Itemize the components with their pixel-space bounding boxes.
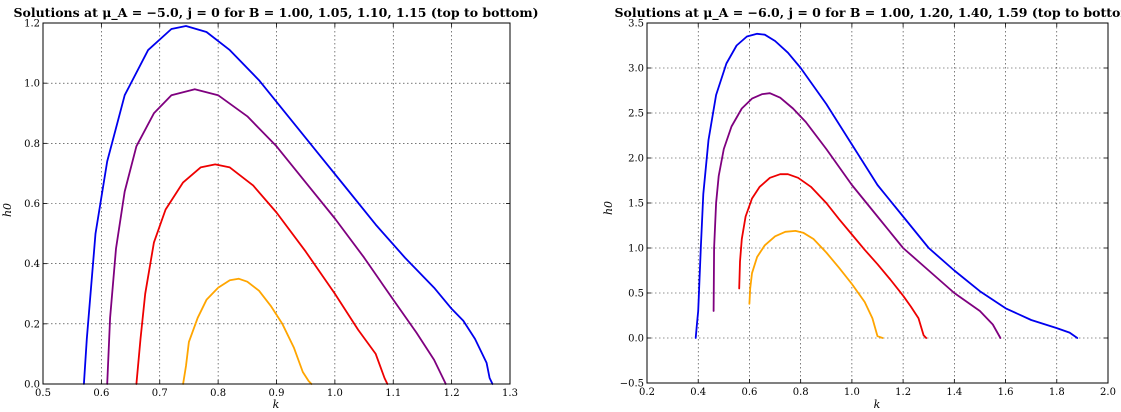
right-chart-xtick-label: 1.2 bbox=[895, 387, 911, 398]
right-chart-ylabel: h0 bbox=[602, 201, 615, 215]
right-chart-ytick-label: 1.0 bbox=[628, 244, 644, 255]
right-chart-xtick-label: 0.8 bbox=[793, 387, 809, 398]
left-chart-ytick-label: 0.6 bbox=[24, 199, 40, 210]
right-chart-xtick-label: 1.6 bbox=[998, 387, 1014, 398]
right-chart-xtick-label: 2.0 bbox=[1100, 387, 1116, 398]
left-chart-series-2 bbox=[106, 88, 447, 385]
right-chart-series-4 bbox=[748, 229, 884, 339]
left-chart-xtick-label: 0.5 bbox=[35, 388, 51, 399]
right-chart-xtick-label: 1.0 bbox=[844, 387, 860, 398]
right-chart: Solutions at μ_A = −6.0, j = 0 for B = 1… bbox=[602, 5, 1121, 411]
right-chart-plot-frame bbox=[646, 22, 1109, 384]
right-chart-xtick-label: 1.8 bbox=[1049, 387, 1065, 398]
right-chart-title: Solutions at μ_A = −6.0, j = 0 for B = 1… bbox=[614, 5, 1121, 21]
left-chart-title: Solutions at μ_A = −5.0, j = 0 for B = 1… bbox=[13, 5, 538, 21]
left-chart-ytick-label: 0.0 bbox=[24, 380, 40, 391]
left-chart-ytick-label: 1.2 bbox=[24, 19, 40, 30]
right-chart-ytick-label: 2.5 bbox=[628, 109, 644, 120]
right-chart-ytick-label: 1.5 bbox=[628, 199, 644, 210]
left-chart-ylabel: h0 bbox=[1, 203, 14, 217]
left-chart-series-1 bbox=[83, 25, 494, 385]
left-chart: Solutions at μ_A = −5.0, j = 0 for B = 1… bbox=[1, 5, 539, 411]
left-chart-xtick-label: 1.0 bbox=[327, 388, 343, 399]
right-chart-ytick-label: 3.5 bbox=[628, 19, 644, 30]
right-chart-ytick-label: 2.0 bbox=[628, 154, 644, 165]
right-chart-xtick-label: 0.2 bbox=[639, 387, 655, 398]
right-chart-xlabel: k bbox=[874, 398, 881, 411]
left-chart-ytick-label: 0.2 bbox=[24, 319, 40, 330]
right-chart-ytick-label: −0.5 bbox=[620, 379, 644, 390]
left-chart-series-4 bbox=[182, 277, 313, 385]
left-chart-xtick-label: 0.7 bbox=[152, 388, 168, 399]
left-chart-xtick-label: 0.9 bbox=[269, 388, 285, 399]
left-chart-ytick-label: 0.4 bbox=[24, 259, 40, 270]
right-chart-series-1 bbox=[694, 32, 1079, 339]
left-chart-xtick-label: 1.2 bbox=[444, 388, 460, 399]
left-chart-xtick-label: 0.6 bbox=[93, 388, 109, 399]
right-chart-xtick-label: 0.6 bbox=[741, 387, 757, 398]
left-chart-series-3 bbox=[135, 163, 389, 385]
right-chart-xtick-label: 0.4 bbox=[690, 387, 706, 398]
left-chart-plot-frame bbox=[42, 22, 511, 385]
right-chart-xtick-label: 1.4 bbox=[946, 387, 962, 398]
left-chart-ytick-label: 0.8 bbox=[24, 139, 40, 150]
left-chart-xlabel: k bbox=[273, 398, 280, 411]
right-chart-ytick-label: 3.0 bbox=[628, 64, 644, 75]
left-chart-xtick-label: 1.3 bbox=[502, 388, 518, 399]
right-chart-series-2 bbox=[712, 92, 1002, 339]
left-chart-ytick-label: 1.0 bbox=[24, 79, 40, 90]
right-chart-ytick-label: 0.5 bbox=[628, 289, 644, 300]
left-chart-xtick-label: 1.1 bbox=[385, 388, 401, 399]
left-chart-xtick-label: 0.8 bbox=[210, 388, 226, 399]
right-chart-ytick-label: 0.0 bbox=[628, 334, 644, 345]
right-chart-series-3 bbox=[738, 173, 928, 339]
